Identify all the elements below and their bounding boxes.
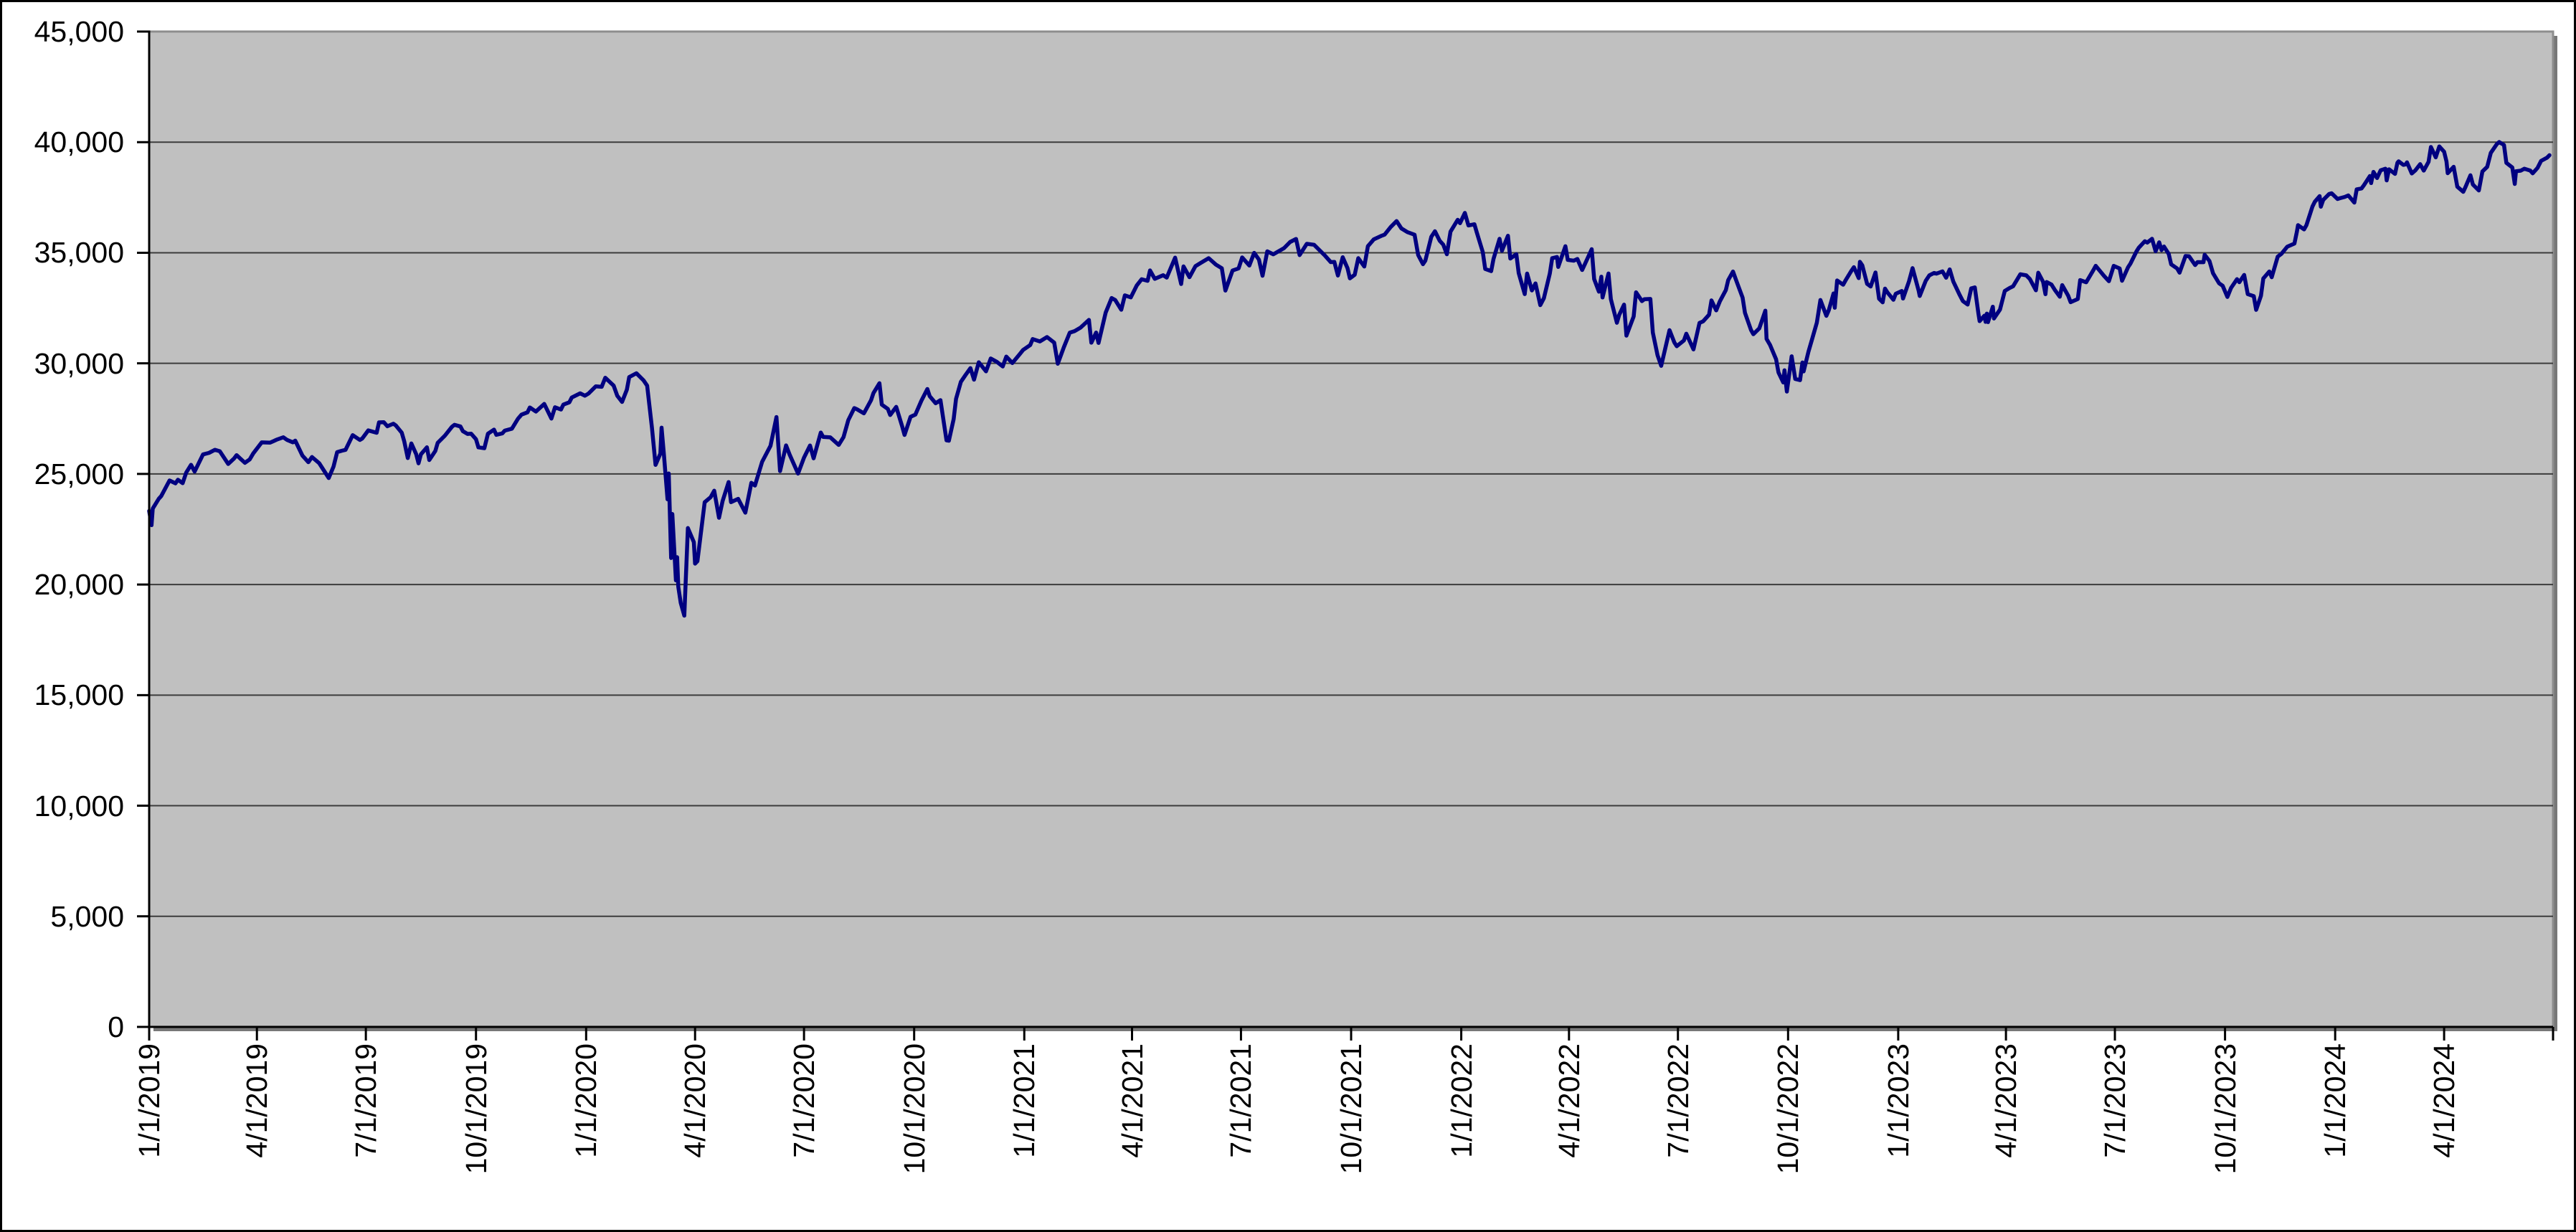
x-axis-tick-label: 7/1/2021 (1224, 1043, 1258, 1158)
x-axis-tick-label: 10/1/2019 (459, 1043, 493, 1175)
x-axis-tick-label: 10/1/2023 (2208, 1043, 2242, 1175)
x-axis-tick-label: 1/1/2020 (569, 1043, 603, 1158)
x-axis-tick-label: 7/1/2022 (1661, 1043, 1695, 1158)
x-axis-tick-label: 1/1/2022 (1444, 1043, 1478, 1158)
x-axis-tick-label: 1/1/2024 (2319, 1043, 2352, 1158)
x-axis-tick-label: 1/1/2019 (133, 1043, 166, 1158)
y-axis-tick-label: 10,000 (34, 789, 124, 823)
y-axis-tick-label: 40,000 (34, 125, 124, 159)
x-axis-tick-label: 10/1/2021 (1335, 1043, 1368, 1175)
price-line (147, 140, 2552, 618)
y-axis-tick-label: 45,000 (34, 15, 124, 48)
x-axis-tick-label: 10/1/2022 (1771, 1043, 1805, 1175)
y-axis-tick-label: 30,000 (34, 346, 124, 380)
x-axis-tick-label: 7/1/2019 (349, 1043, 383, 1158)
x-axis-tick-label: 4/1/2022 (1552, 1043, 1586, 1158)
x-axis-tick-label: 4/1/2019 (240, 1043, 274, 1158)
y-axis-tick-label: 20,000 (34, 568, 124, 602)
y-axis-tick-label: 15,000 (34, 678, 124, 712)
x-axis-tick-label: 4/1/2020 (678, 1043, 712, 1158)
x-axis-tick-label: 7/1/2020 (787, 1043, 821, 1158)
x-axis-tick-label: 4/1/2021 (1115, 1043, 1149, 1158)
x-axis-tick-label: 4/1/2024 (2428, 1043, 2461, 1158)
y-axis-tick-label: 0 (108, 1010, 124, 1043)
x-axis-tick-label: 1/1/2023 (1881, 1043, 1915, 1158)
y-axis-tick-label: 5,000 (50, 899, 124, 933)
x-axis-tick-label: 7/1/2023 (2098, 1043, 2132, 1158)
x-axis-tick-label: 4/1/2023 (1989, 1043, 2023, 1158)
plot-area (148, 30, 2554, 1028)
x-axis-tick-label: 1/1/2021 (1008, 1043, 1041, 1158)
y-axis-tick-label: 35,000 (34, 236, 124, 270)
y-axis-tick-label: 25,000 (34, 457, 124, 491)
x-axis-tick-label: 10/1/2020 (897, 1043, 931, 1175)
